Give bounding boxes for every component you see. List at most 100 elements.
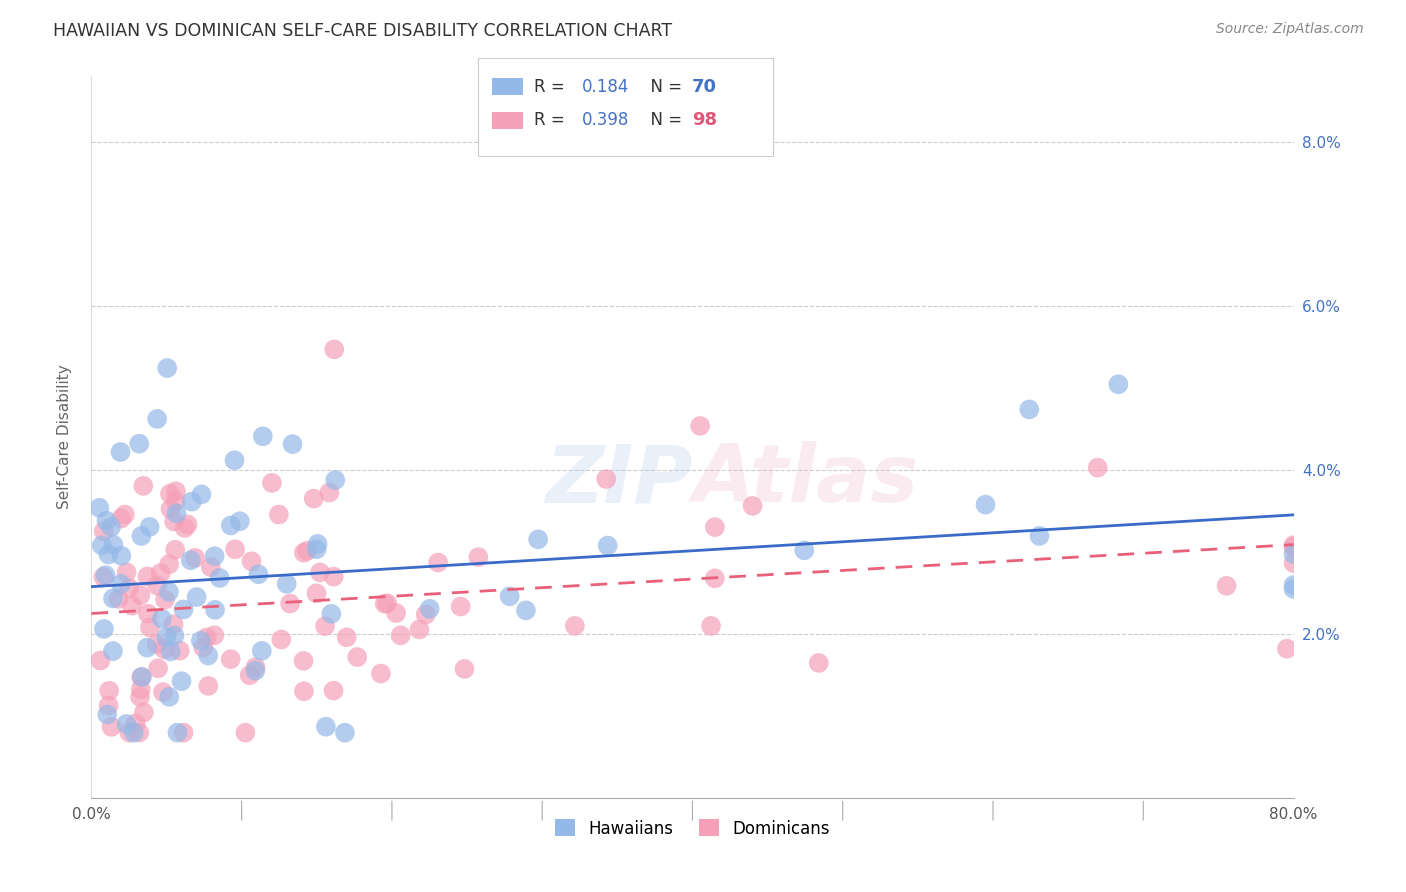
Point [292, 654, 315, 668]
Point [389, 628, 412, 642]
Point [115, 566, 138, 580]
Point [202, 628, 225, 642]
Point [370, 666, 392, 681]
Point [224, 542, 246, 557]
Text: R =: R = [534, 112, 571, 129]
Point [118, 581, 141, 595]
Point [152, 685, 174, 699]
Point [146, 412, 169, 426]
Point [138, 520, 160, 534]
Point [270, 632, 292, 647]
Point [149, 566, 172, 581]
Point [281, 437, 304, 451]
Point [450, 599, 472, 614]
Point [276, 577, 298, 591]
Point [1282, 540, 1305, 554]
Point [419, 602, 441, 616]
Point [97, 698, 120, 713]
Point [93, 524, 115, 539]
Point [170, 674, 193, 689]
Point [292, 684, 315, 698]
Point [94, 568, 117, 582]
Point [195, 631, 218, 645]
Point [204, 549, 226, 564]
Point [118, 725, 141, 739]
Text: Atlas: Atlas [692, 442, 918, 519]
Point [156, 361, 179, 376]
Point [208, 571, 231, 585]
Text: N =: N = [640, 78, 688, 95]
Point [295, 543, 318, 558]
Point [197, 648, 219, 663]
Point [165, 542, 187, 557]
Point [278, 597, 301, 611]
Point [374, 597, 396, 611]
Point [1282, 582, 1305, 596]
Point [129, 588, 152, 602]
Point [408, 623, 430, 637]
Point [103, 538, 125, 552]
Point [129, 690, 152, 704]
Text: 70: 70 [692, 78, 717, 95]
Point [180, 553, 202, 567]
Point [129, 670, 152, 684]
Point [245, 664, 267, 678]
Point [793, 543, 815, 558]
Point [96, 514, 118, 528]
Point [239, 668, 262, 682]
Point [219, 652, 242, 666]
Point [90, 538, 112, 552]
Point [689, 418, 711, 433]
Point [375, 596, 398, 610]
Point [93, 622, 115, 636]
Point [165, 484, 187, 499]
Point [974, 498, 997, 512]
Point [157, 585, 180, 599]
Point [132, 479, 155, 493]
Point [165, 494, 187, 508]
Point [322, 683, 344, 698]
Point [110, 511, 132, 525]
Point [302, 491, 325, 506]
Point [115, 717, 138, 731]
Point [173, 725, 195, 739]
Point [157, 690, 180, 704]
Point [132, 706, 155, 720]
Point [305, 542, 328, 557]
Point [1282, 547, 1305, 561]
Point [204, 603, 226, 617]
Point [467, 550, 489, 565]
Point [101, 644, 124, 658]
Point [333, 725, 356, 739]
Point [385, 606, 408, 620]
Point [139, 620, 162, 634]
Point [110, 577, 132, 591]
Point [128, 436, 150, 450]
Point [153, 642, 176, 657]
Point [131, 670, 153, 684]
Point [166, 507, 188, 521]
Point [101, 591, 124, 606]
Point [146, 661, 169, 675]
Point [159, 644, 181, 658]
Point [136, 640, 159, 655]
Point [245, 660, 267, 674]
Point [315, 720, 337, 734]
Point [176, 517, 198, 532]
Point [145, 637, 167, 651]
Point [110, 445, 132, 459]
Point [114, 508, 136, 522]
Point [107, 591, 129, 606]
Point [323, 343, 346, 357]
Point [741, 499, 763, 513]
Point [163, 629, 186, 643]
Point [515, 603, 537, 617]
Point [527, 533, 550, 547]
Point [129, 682, 152, 697]
Point [110, 549, 132, 563]
Point [180, 494, 202, 508]
Point [336, 630, 359, 644]
Point [166, 725, 188, 739]
Point [163, 515, 186, 529]
Point [700, 619, 723, 633]
